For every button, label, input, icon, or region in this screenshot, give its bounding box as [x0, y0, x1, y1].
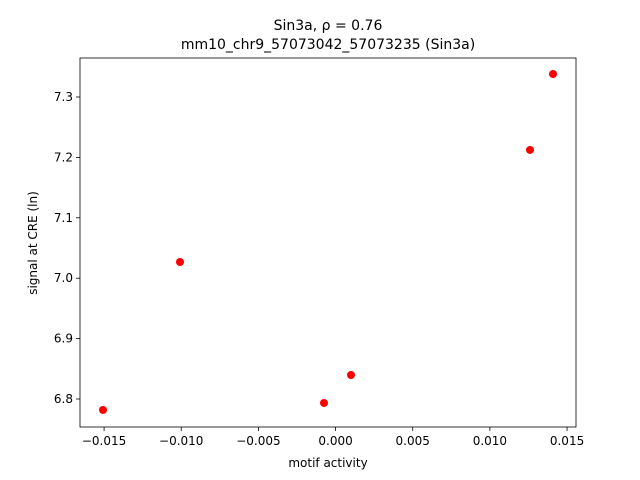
point — [319, 398, 328, 407]
y-tick-label: 7.0 — [54, 271, 73, 285]
x-tick-label: 0.010 — [473, 434, 507, 448]
y-tick-label: 6.9 — [54, 332, 73, 346]
point — [346, 371, 355, 380]
point — [526, 145, 535, 154]
x-tick-label: 0.015 — [550, 434, 584, 448]
x-tick-label: 0.005 — [396, 434, 430, 448]
y-tick-label: 7.3 — [54, 90, 73, 104]
y-tick-label: 7.1 — [54, 211, 73, 225]
chart-subtitle: mm10_chr9_57073042_57073235 (Sin3a) — [181, 37, 475, 53]
y-axis-label: signal at CRE (ln) — [26, 191, 40, 295]
chart-title: Sin3a, ρ = 0.76 — [274, 18, 383, 34]
point — [549, 70, 558, 79]
x-tick-label: −0.015 — [82, 434, 126, 448]
x-tick-label: 0.000 — [318, 434, 352, 448]
plot-frame — [79, 57, 577, 428]
point — [176, 258, 185, 267]
y-tick-label: 6.8 — [54, 392, 73, 406]
x-tick-label: −0.010 — [159, 434, 203, 448]
y-tick-label: 7.2 — [54, 150, 73, 164]
point — [98, 405, 107, 414]
x-tick-label: −0.005 — [236, 434, 280, 448]
x-axis-label: motif activity — [288, 456, 367, 470]
